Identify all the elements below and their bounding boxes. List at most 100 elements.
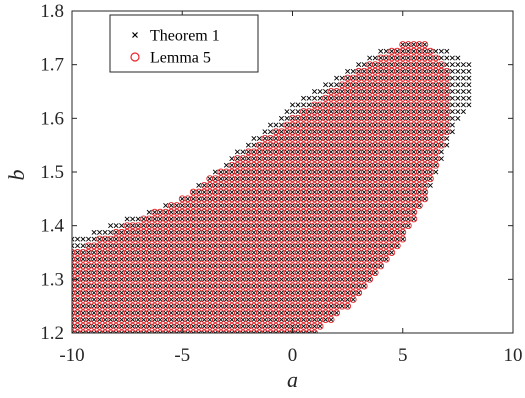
data-point-circle (261, 302, 269, 310)
data-point-circle (134, 316, 142, 324)
data-point-x (367, 75, 373, 81)
data-point-circle (344, 141, 352, 149)
data-point-circle (272, 269, 280, 277)
data-point-circle (399, 135, 407, 142)
data-point-x (306, 303, 312, 309)
data-point-circle (338, 121, 346, 129)
data-point-circle (437, 135, 445, 142)
data-point-x (466, 95, 472, 101)
data-point-x (146, 263, 152, 269)
data-point-circle (388, 121, 396, 129)
data-point-x (218, 317, 224, 323)
data-point-x (223, 196, 229, 202)
data-point-circle (316, 302, 324, 310)
data-point-circle (140, 222, 148, 230)
data-point-x (455, 109, 461, 115)
data-point-x (130, 323, 136, 329)
data-point-x (389, 216, 395, 222)
data-point-x (323, 82, 329, 88)
data-point-x (141, 243, 147, 249)
data-point-circle (283, 208, 291, 216)
data-point-circle (278, 282, 285, 290)
data-point-circle (349, 255, 357, 263)
data-point-x (207, 323, 213, 329)
data-point-circle (338, 215, 346, 223)
data-point-x (80, 296, 86, 302)
data-point-x (229, 229, 235, 235)
data-point-circle (399, 41, 407, 48)
data-point-circle (200, 316, 208, 324)
data-point-x (74, 330, 81, 333)
data-point-x (240, 249, 246, 256)
data-point-x (301, 162, 307, 168)
data-point-circle (366, 275, 374, 283)
data-point-circle (360, 242, 368, 250)
data-point-x (229, 243, 235, 249)
data-point-x (427, 142, 433, 148)
data-point-circle (189, 208, 197, 216)
data-point-x (267, 236, 273, 242)
data-point-circle (278, 242, 285, 250)
data-point-circle (118, 249, 126, 256)
data-point-x (306, 182, 312, 188)
data-point-x (312, 317, 318, 323)
data-point-circle (206, 262, 214, 270)
data-point-x (328, 169, 334, 175)
data-point-x (284, 156, 290, 162)
data-point-circle (333, 302, 341, 310)
data-point-circle (432, 101, 440, 109)
data-point-circle (371, 249, 379, 256)
data-point-circle (195, 228, 203, 236)
data-point-x (367, 62, 373, 68)
data-point-x (361, 223, 367, 229)
data-point-x (378, 75, 384, 81)
data-point-x (256, 283, 262, 289)
data-point-circle (206, 235, 214, 243)
data-point-x (345, 209, 351, 215)
data-point-circle (421, 188, 429, 196)
data-point-circle (426, 108, 434, 116)
data-point-x (345, 115, 351, 121)
data-point-x (295, 303, 301, 309)
data-point-circle (382, 54, 390, 62)
data-point-x (146, 283, 152, 289)
data-point-x (455, 68, 461, 74)
data-point-x (190, 196, 196, 202)
data-point-circle (377, 141, 385, 149)
data-point-x (383, 129, 389, 135)
data-point-circle (255, 296, 263, 303)
data-point-x (339, 129, 345, 135)
data-point-x (262, 182, 268, 188)
data-point-x (141, 236, 147, 242)
data-point-circle (311, 329, 318, 333)
data-point-circle (145, 255, 153, 263)
data-point-x (306, 330, 312, 333)
data-point-circle (382, 114, 390, 122)
data-point-circle (200, 235, 208, 243)
data-point-circle (96, 289, 104, 297)
data-point-x (323, 303, 329, 309)
data-point-circle (371, 121, 379, 129)
data-point-circle (272, 195, 280, 203)
data-point-circle (316, 228, 324, 236)
data-point-circle (377, 101, 385, 109)
data-point-x (334, 249, 340, 256)
data-point-circle (327, 94, 335, 102)
data-point-circle (377, 235, 385, 243)
data-point-circle (393, 47, 401, 55)
data-point-circle (294, 202, 302, 209)
data-point-circle (360, 249, 368, 256)
data-point-circle (167, 235, 175, 243)
data-point-x (267, 270, 273, 276)
data-point-x (273, 317, 279, 323)
data-point-x (356, 290, 362, 296)
data-point-x (229, 263, 235, 269)
data-point-x (119, 323, 125, 329)
data-point-circle (167, 329, 175, 333)
data-point-x (74, 290, 81, 296)
data-point-x (284, 243, 290, 249)
data-point-circle (112, 282, 120, 290)
data-point-circle (162, 296, 170, 303)
data-point-x (229, 283, 235, 289)
data-point-x (378, 263, 384, 269)
